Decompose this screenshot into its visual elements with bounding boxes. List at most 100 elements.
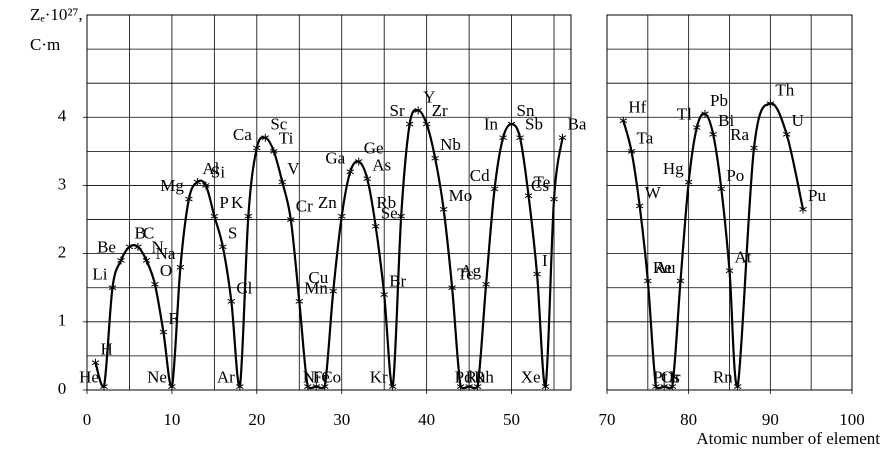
asterisk-stroke bbox=[346, 169, 354, 175]
asterisk-stroke bbox=[448, 285, 456, 291]
element-label: Hg bbox=[663, 159, 684, 178]
data-point bbox=[295, 297, 304, 306]
x-tick-label: 10 bbox=[163, 410, 180, 429]
element-label: Be bbox=[97, 237, 116, 256]
element-label: Ra bbox=[730, 125, 749, 144]
data-point bbox=[134, 242, 142, 251]
element-label: Te bbox=[534, 173, 551, 192]
asterisk-stroke bbox=[507, 121, 516, 127]
data-point bbox=[159, 328, 168, 337]
asterisk-stroke bbox=[799, 206, 807, 212]
asterisk-stroke bbox=[541, 384, 550, 390]
asterisk-stroke bbox=[652, 384, 660, 390]
data-point bbox=[558, 133, 567, 142]
data-point bbox=[117, 256, 125, 265]
asterisk-stroke bbox=[693, 125, 701, 130]
asterisk-stroke bbox=[117, 258, 125, 263]
data-point bbox=[227, 297, 236, 306]
x-tick-label: 100 bbox=[839, 410, 865, 429]
asterisk-stroke bbox=[473, 384, 482, 390]
data-point bbox=[108, 283, 117, 292]
data-point bbox=[142, 256, 151, 265]
asterisk-stroke bbox=[533, 271, 541, 277]
asterisk-stroke bbox=[151, 281, 159, 287]
data-point bbox=[431, 154, 439, 163]
asterisk-stroke bbox=[388, 384, 397, 390]
data-point bbox=[354, 157, 363, 166]
element-label: Th bbox=[775, 81, 794, 100]
asterisk-stroke bbox=[185, 196, 193, 202]
asterisk-stroke bbox=[202, 183, 210, 188]
element-label: P bbox=[219, 193, 228, 212]
data-point bbox=[448, 283, 456, 292]
x-tick-label: 40 bbox=[418, 410, 435, 429]
asterisk-stroke bbox=[227, 298, 236, 304]
element-label: Ca bbox=[233, 125, 252, 144]
element-label: Hf bbox=[628, 98, 646, 117]
data-point bbox=[533, 270, 541, 279]
asterisk-stroke bbox=[465, 384, 473, 390]
data-point bbox=[627, 147, 636, 156]
element-label: Y bbox=[423, 87, 435, 106]
data-point bbox=[270, 147, 278, 156]
data-point bbox=[652, 382, 660, 391]
element-label: Pd bbox=[455, 367, 473, 386]
asterisk-stroke bbox=[439, 206, 448, 212]
element-label: In bbox=[484, 115, 499, 134]
data-point bbox=[499, 133, 507, 142]
asterisk-stroke bbox=[750, 145, 758, 151]
element-label: Ni bbox=[303, 367, 320, 386]
data-point bbox=[329, 287, 337, 296]
element-label: Cd bbox=[470, 166, 490, 185]
x-axis-label: Atomic number of element bbox=[696, 429, 880, 448]
asterisk-stroke bbox=[142, 258, 151, 263]
data-point bbox=[405, 120, 414, 129]
asterisk-stroke bbox=[516, 135, 524, 141]
asterisk-stroke bbox=[558, 135, 567, 141]
asterisk-stroke bbox=[125, 244, 134, 250]
asterisk-stroke bbox=[627, 148, 636, 154]
asterisk-stroke bbox=[499, 135, 507, 141]
element-label: Xe bbox=[521, 367, 541, 386]
element-label: Li bbox=[92, 265, 107, 284]
element-label: Al bbox=[202, 159, 219, 178]
element-label: C bbox=[143, 224, 154, 243]
element-label: F bbox=[168, 309, 177, 328]
element-label: Au bbox=[655, 258, 676, 277]
data-point bbox=[91, 358, 100, 367]
asterisk-stroke bbox=[684, 179, 693, 185]
data-point bbox=[202, 181, 210, 190]
asterisk-stroke bbox=[278, 179, 287, 185]
asterisk-stroke bbox=[354, 159, 363, 165]
element-label: Mg bbox=[160, 176, 184, 195]
data-point bbox=[676, 276, 685, 285]
asterisk-stroke bbox=[261, 135, 270, 141]
x-tick-label: 20 bbox=[248, 410, 265, 429]
data-point bbox=[236, 382, 244, 391]
asterisk-stroke bbox=[253, 145, 261, 151]
element-label: S bbox=[228, 224, 237, 243]
data-point bbox=[482, 280, 490, 289]
element-label: Zn bbox=[318, 193, 337, 212]
asterisk-stroke bbox=[380, 292, 388, 297]
element-label: O bbox=[160, 261, 172, 280]
element-label: As bbox=[372, 156, 391, 175]
data-point bbox=[516, 133, 524, 142]
element-label: Tc bbox=[457, 265, 474, 284]
element-label: Ga bbox=[325, 149, 345, 168]
element-label: Rh bbox=[474, 367, 494, 386]
element-label: Si bbox=[211, 162, 225, 181]
data-point bbox=[660, 382, 668, 391]
asterisk-stroke bbox=[321, 384, 329, 390]
x-tick-label: 0 bbox=[83, 410, 92, 429]
data-point bbox=[541, 382, 550, 391]
asterisk-stroke bbox=[270, 148, 278, 154]
data-point bbox=[337, 212, 346, 221]
element-label: W bbox=[645, 183, 662, 202]
asterisk-stroke bbox=[766, 101, 775, 107]
asterisk-stroke bbox=[405, 121, 414, 127]
data-point bbox=[244, 212, 253, 221]
asterisk-stroke bbox=[363, 176, 371, 182]
asterisk-stroke bbox=[782, 131, 791, 137]
